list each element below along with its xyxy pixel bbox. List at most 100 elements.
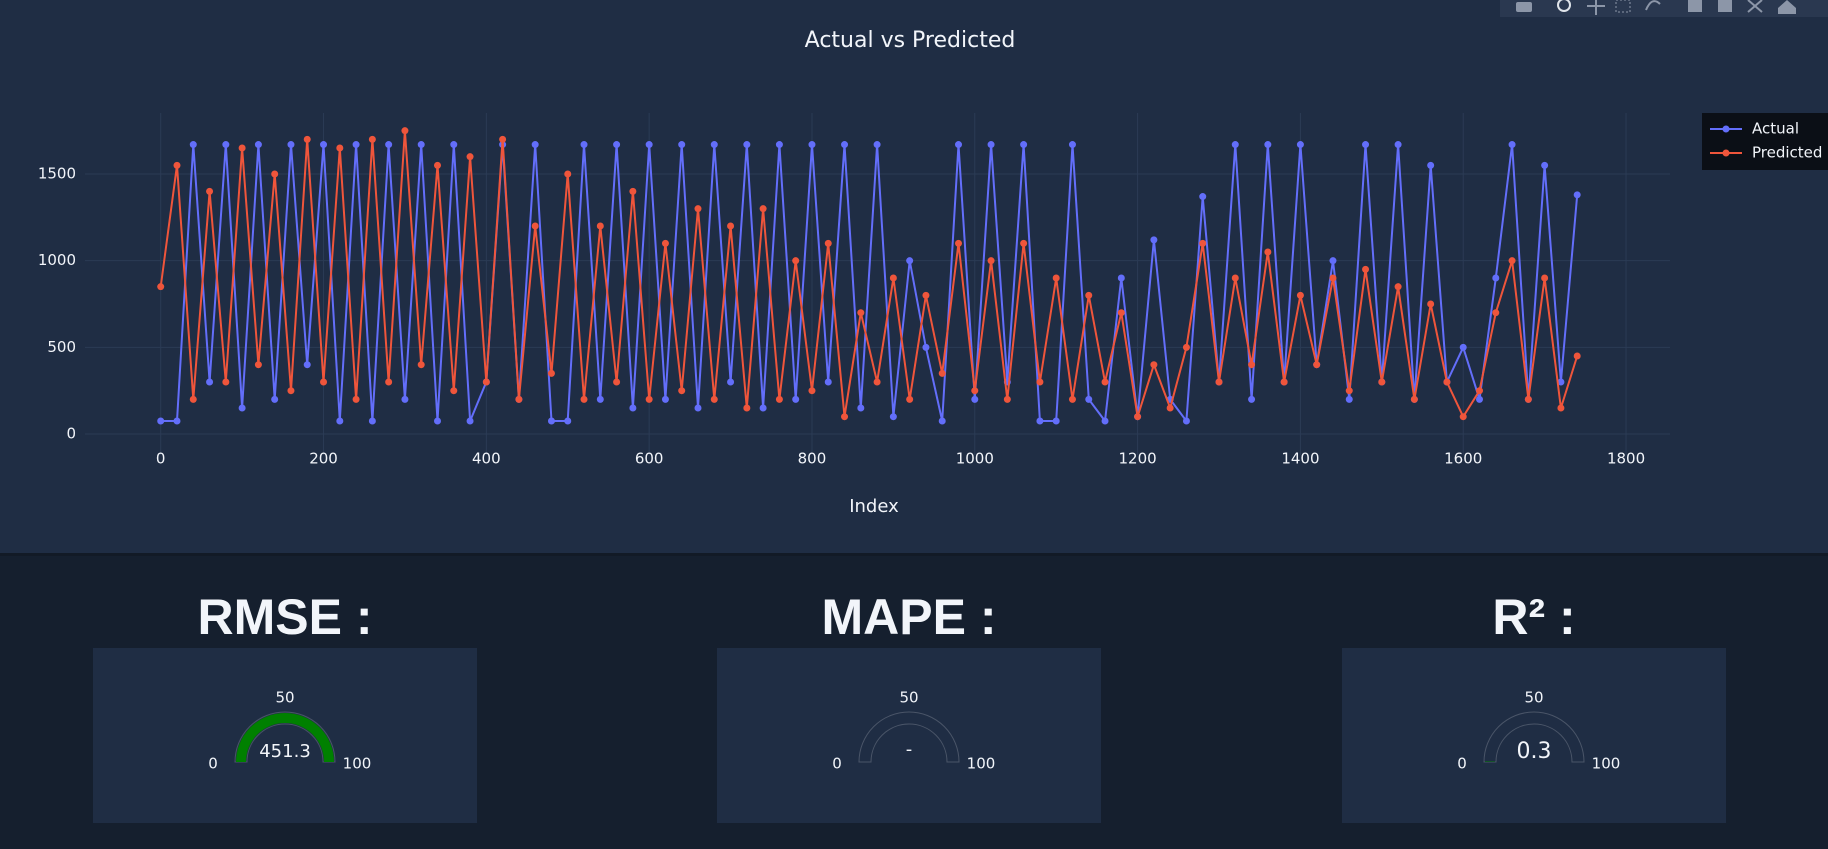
data-point: [873, 378, 881, 386]
camera-icon[interactable]: [1516, 2, 1532, 12]
zoom-in-icon[interactable]: [1688, 0, 1702, 12]
gauge-tick-label: 50: [1524, 689, 1543, 707]
data-point: [1573, 191, 1581, 199]
data-point: [466, 153, 474, 161]
data-point: [824, 239, 832, 247]
data-point: [1296, 291, 1304, 299]
metric-title: RMSE :: [198, 589, 373, 645]
data-point: [482, 378, 490, 386]
data-point: [1280, 378, 1288, 386]
data-point: [857, 309, 865, 317]
data-point: [189, 395, 197, 403]
data-point: [1166, 404, 1174, 412]
data-point: [1134, 413, 1142, 421]
data-point: [466, 417, 474, 425]
data-point: [1378, 378, 1386, 386]
data-point: [792, 257, 800, 265]
plot-area: [157, 127, 1581, 425]
data-point: [238, 144, 246, 152]
chart-panel: [0, 0, 1828, 555]
zoom-icon[interactable]: [1557, 0, 1571, 12]
data-point: [1085, 291, 1093, 299]
data-point: [1085, 395, 1093, 403]
data-point: [547, 417, 555, 425]
data-point: [1410, 395, 1418, 403]
data-point: [1052, 274, 1060, 282]
legend[interactable]: Actual Predicted: [1702, 113, 1828, 170]
data-point: [1020, 239, 1028, 247]
lasso-icon[interactable]: [1645, 0, 1661, 11]
data-point: [157, 283, 165, 291]
data-point: [1329, 274, 1337, 282]
data-point: [352, 395, 360, 403]
x-tick-label: 200: [309, 450, 338, 468]
data-point: [547, 369, 555, 377]
data-point: [971, 387, 979, 395]
data-point: [596, 395, 604, 403]
data-point: [417, 141, 425, 149]
gauge-tick-label: 100: [343, 755, 372, 773]
data-point: [775, 141, 783, 149]
gauge-tick-label: 100: [967, 755, 996, 773]
panel-divider: [0, 553, 1828, 556]
data-point: [1362, 141, 1370, 149]
data-point: [1101, 378, 1109, 386]
data-point: [971, 395, 979, 403]
x-tick-label: 800: [798, 450, 827, 468]
select-icon[interactable]: [1615, 0, 1631, 13]
metric-title: MAPE :: [822, 589, 997, 645]
data-point: [417, 361, 425, 369]
data-point: [1003, 395, 1011, 403]
data-point: [1427, 300, 1435, 308]
data-point: [320, 141, 328, 149]
data-point: [1524, 395, 1532, 403]
data-point: [694, 404, 702, 412]
data-point: [206, 187, 214, 195]
legend-label[interactable]: Actual: [1752, 120, 1799, 138]
data-point: [254, 141, 262, 149]
data-point: [1476, 395, 1484, 403]
data-point: [1182, 417, 1190, 425]
gauge-tick-label: 0: [208, 755, 218, 773]
zoom-out-icon[interactable]: [1718, 0, 1732, 12]
data-point: [1199, 193, 1207, 201]
data-point: [173, 417, 181, 425]
data-point: [1264, 248, 1272, 256]
data-point: [271, 170, 279, 178]
data-point: [694, 205, 702, 213]
data-point: [759, 205, 767, 213]
data-point: [271, 395, 279, 403]
data-point: [1508, 141, 1516, 149]
modebar[interactable]: [1500, 0, 1828, 17]
pan-icon[interactable]: [1587, 0, 1605, 15]
x-tick-label: 0: [156, 450, 166, 468]
data-point: [1248, 395, 1256, 403]
data-point: [775, 395, 783, 403]
data-point: [1231, 274, 1239, 282]
reset-icon[interactable]: [1778, 0, 1796, 14]
data-point: [450, 387, 458, 395]
data-point: [727, 378, 735, 386]
data-point: [1248, 361, 1256, 369]
data-point: [173, 161, 181, 169]
data-point: [368, 135, 376, 143]
data-point: [1215, 378, 1223, 386]
x-tick-label: 1200: [1119, 450, 1157, 468]
x-tick-label: 600: [635, 450, 664, 468]
data-point: [661, 395, 669, 403]
gauge-band: [858, 711, 960, 763]
data-point: [841, 413, 849, 421]
data-point: [254, 361, 262, 369]
autoscale-icon[interactable]: [1747, 0, 1763, 13]
data-point: [629, 187, 637, 195]
data-point: [1231, 141, 1239, 149]
data-point: [1182, 343, 1190, 351]
data-point: [759, 404, 767, 412]
data-point: [1150, 236, 1158, 244]
data-point: [303, 361, 311, 369]
gauge-value: 0.3: [1517, 739, 1552, 764]
legend-label[interactable]: Predicted: [1752, 144, 1822, 162]
data-point: [320, 378, 328, 386]
data-point: [1199, 239, 1207, 247]
